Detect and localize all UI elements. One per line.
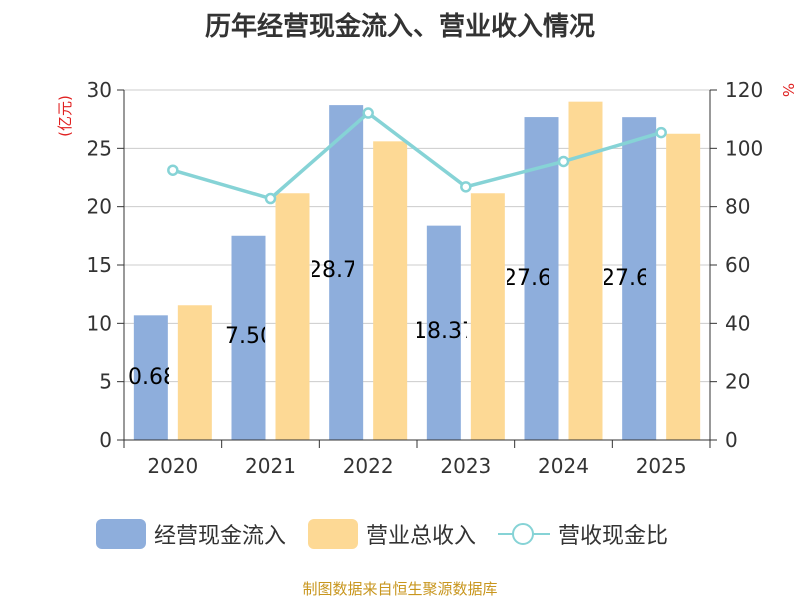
bar-cash-inflow [426, 225, 461, 440]
legend-line-marker-icon [498, 519, 551, 549]
chart-title: 历年经营现金流入、营业收入情况 [204, 12, 595, 42]
y-right-tick-label: 120 [725, 78, 763, 102]
legend-label-revenue: 营业总收入 [366, 524, 477, 549]
x-tick-label: 2021 [245, 454, 296, 478]
bar-revenue [177, 305, 212, 440]
y-right-tick-label: 80 [725, 195, 750, 219]
line-cash-ratio-point [655, 126, 667, 139]
y-left-unit: (亿元) [56, 95, 74, 137]
x-tick-label: 2020 [147, 454, 198, 478]
y-left-tick-label: 20 [87, 195, 112, 219]
legend-item-cash-inflow[interactable]: 经营现金流入 [96, 518, 286, 550]
bar-cash-inflow [231, 235, 266, 440]
data-label-cash-inflow: 18.373 [413, 319, 490, 344]
legend: 经营现金流入 营业总收入 营收现金比 [96, 516, 690, 552]
data-label-cash-inflow: 27.679 [503, 266, 580, 291]
legend-item-revenue[interactable]: 营业总收入 [308, 518, 476, 550]
bar-revenue [275, 193, 310, 440]
y-right-tick-label: 0 [725, 428, 738, 452]
legend-label-cash-inflow: 经营现金流入 [154, 524, 287, 549]
data-label-cash-inflow: 27.672 [601, 266, 678, 291]
data-label-cash-inflow: 17.506 [211, 324, 288, 349]
legend-item-cash-ratio[interactable]: 营收现金比 [498, 518, 668, 550]
x-tick-label: 2023 [440, 454, 491, 478]
y-left-tick-label: 25 [87, 136, 112, 160]
y-left-tick-label: 0 [99, 428, 112, 452]
y-left-tick-label: 10 [87, 311, 112, 335]
line-cash-ratio [172, 110, 662, 201]
line-cash-ratio-point [264, 192, 277, 205]
x-tick-label: 2024 [538, 454, 589, 478]
line-cash-ratio-point [362, 107, 374, 119]
line-cash-ratio-point [557, 155, 570, 168]
y-right-tick-label: 40 [725, 311, 750, 335]
line-cash-ratio-point [167, 164, 179, 176]
y-left-tick-label: 15 [87, 253, 112, 277]
bar-cash-inflow [622, 117, 657, 440]
bar-cash-inflow [329, 105, 364, 440]
y-left-tick-label: 5 [99, 370, 112, 394]
legend-swatch-revenue [308, 519, 359, 549]
bar-revenue [470, 193, 505, 440]
y-right-tick-label: 100 [725, 136, 763, 160]
y-right-tick-label: 60 [725, 253, 750, 277]
legend-label-cash-ratio: 营收现金比 [558, 524, 669, 549]
y-right-unit: % [779, 83, 797, 97]
y-right-tick-label: 20 [725, 370, 750, 394]
x-tick-label: 2025 [636, 454, 687, 478]
legend-swatch-cash-inflow [96, 519, 146, 549]
source-note: 制图数据来自恒生聚源数据库 [302, 580, 498, 598]
bar-revenue [373, 141, 408, 441]
data-label-cash-inflow: 10.687 [114, 365, 191, 390]
bar-cash-inflow [133, 315, 168, 440]
x-tick-label: 2022 [343, 454, 394, 478]
y-left-tick-label: 30 [87, 78, 112, 102]
data-label-cash-inflow: 28.705 [308, 258, 385, 283]
line-cash-ratio-point [460, 181, 472, 193]
bar-revenue [666, 133, 701, 440]
